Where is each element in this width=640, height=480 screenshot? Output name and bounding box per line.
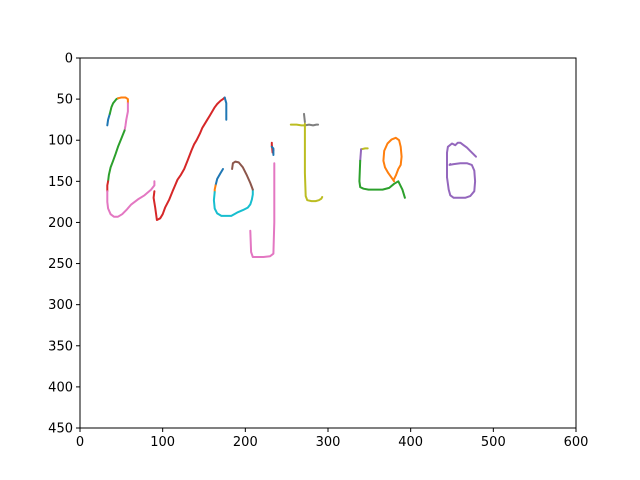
stroke-series: [303, 122, 324, 203]
y-tick-label: 50: [56, 93, 73, 108]
stroke-series: [123, 102, 129, 132]
stroke-series: [446, 141, 477, 179]
x-axis-ticks: 0 100 200 300 400 500 600: [76, 428, 589, 450]
y-tick-label: 0: [65, 52, 73, 67]
stroke-series: [359, 148, 363, 162]
x-tick-label: 0: [76, 435, 84, 450]
series-layer: [106, 96, 477, 258]
y-tick-label: 450: [48, 422, 73, 437]
y-tick-label: 200: [48, 216, 73, 231]
y-tick-label: 100: [48, 134, 73, 149]
stroke-series: [108, 97, 119, 115]
axes-frame: [79, 57, 577, 429]
x-tick-label: 200: [233, 435, 258, 450]
stroke-series: [249, 162, 276, 258]
stroke-series: [360, 147, 369, 151]
y-axis-ticks: 0 50 100 150 200 250 300 350 400 450: [48, 52, 80, 437]
y-tick-label: 250: [48, 257, 73, 272]
x-tick-label: 600: [564, 435, 589, 450]
x-tick-label: 300: [316, 435, 341, 450]
stroke-series: [212, 188, 254, 217]
stroke-series: [446, 162, 477, 199]
x-tick-label: 400: [398, 435, 423, 450]
stroke-series: [214, 168, 224, 187]
stroke-series: [382, 136, 403, 183]
x-tick-label: 500: [481, 435, 506, 450]
stroke-series: [107, 129, 126, 183]
stroke-series: [231, 160, 254, 191]
y-tick-label: 350: [48, 339, 73, 354]
stroke-series: [117, 96, 129, 105]
stroke-series: [303, 123, 320, 127]
x-tick-label: 100: [150, 435, 175, 450]
stroke-series: [303, 112, 306, 124]
stroke-series: [106, 180, 156, 218]
stroke-series: [106, 180, 110, 193]
stroke-series: [223, 96, 228, 121]
stroke-series: [106, 112, 111, 127]
stroke-series: [270, 145, 275, 156]
y-tick-label: 300: [48, 298, 73, 313]
stroke-series: [358, 159, 406, 199]
stroke-series: [289, 123, 306, 127]
stroke-series: [152, 96, 226, 221]
y-tick-label: 150: [48, 175, 73, 190]
y-tick-label: 400: [48, 380, 73, 395]
